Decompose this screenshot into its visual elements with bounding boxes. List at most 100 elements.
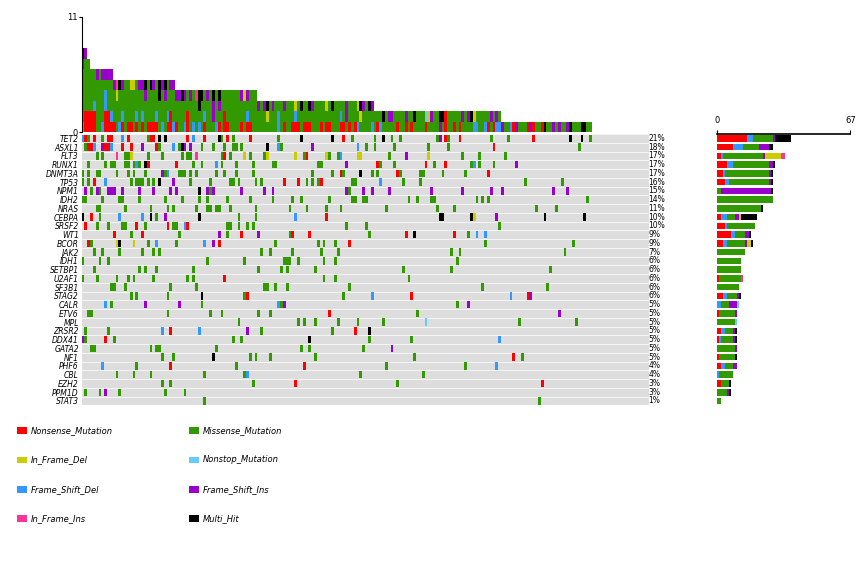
Text: Frame_Shift_Ins: Frame_Shift_Ins (203, 485, 270, 494)
Bar (252, 169, 254, 177)
Bar (286, 101, 289, 132)
Bar (221, 135, 223, 142)
Bar (195, 205, 198, 212)
Bar (223, 152, 226, 159)
Bar (476, 231, 478, 238)
Bar (280, 301, 283, 309)
Bar (337, 319, 339, 326)
Bar (735, 354, 737, 360)
Bar (189, 178, 192, 186)
Bar (241, 231, 243, 238)
Bar (717, 162, 728, 168)
Bar (350, 101, 354, 132)
Bar (84, 135, 88, 142)
Bar (283, 122, 286, 132)
Bar (541, 380, 544, 387)
Bar (235, 362, 237, 370)
Bar (504, 152, 507, 159)
Bar (722, 301, 729, 308)
Bar (161, 152, 164, 159)
Text: 1%: 1% (649, 396, 661, 405)
Bar (541, 122, 544, 132)
Text: 5%: 5% (649, 344, 661, 353)
Bar (493, 144, 496, 151)
Bar (728, 293, 737, 299)
Bar (237, 213, 241, 221)
Text: 17%: 17% (649, 169, 665, 178)
Bar (147, 152, 149, 159)
Bar (717, 144, 734, 150)
Bar (110, 187, 113, 195)
Bar (735, 231, 745, 238)
Bar (717, 231, 731, 238)
Bar (337, 248, 339, 256)
Bar (209, 310, 212, 317)
Bar (283, 301, 286, 309)
Bar (99, 213, 101, 221)
Bar (294, 101, 297, 111)
Bar (317, 161, 320, 168)
Bar (557, 122, 561, 132)
Bar (453, 231, 456, 238)
Bar (266, 152, 269, 159)
Bar (557, 310, 561, 317)
Bar (402, 266, 405, 274)
Bar (243, 257, 246, 265)
Bar (387, 111, 391, 122)
Text: Nonsense_Mutation: Nonsense_Mutation (31, 426, 113, 435)
Bar (113, 122, 116, 132)
Bar (570, 135, 572, 142)
Text: 5%: 5% (649, 309, 661, 318)
Bar (101, 196, 104, 203)
Bar (249, 90, 252, 122)
Bar (308, 111, 311, 122)
Bar (136, 111, 138, 122)
Bar (529, 292, 533, 300)
Bar (294, 152, 297, 159)
Bar (258, 266, 260, 274)
Bar (269, 310, 271, 317)
Bar (717, 397, 722, 404)
Bar (374, 135, 376, 142)
Bar (306, 152, 308, 159)
Bar (110, 283, 113, 291)
Bar (107, 80, 110, 111)
Bar (101, 69, 104, 80)
Bar (107, 327, 110, 334)
Bar (204, 397, 206, 405)
Bar (328, 101, 331, 122)
Bar (291, 231, 294, 238)
Bar (130, 144, 132, 151)
Bar (723, 240, 728, 247)
Bar (735, 214, 739, 221)
Bar (90, 310, 93, 317)
Bar (444, 161, 448, 168)
Bar (729, 301, 737, 308)
Bar (728, 240, 745, 247)
Bar (274, 161, 277, 168)
Bar (237, 178, 241, 186)
Bar (735, 319, 737, 325)
Bar (308, 122, 311, 132)
Bar (167, 122, 169, 132)
Bar (161, 169, 164, 177)
Bar (586, 196, 589, 203)
Bar (243, 371, 246, 378)
Bar (472, 111, 476, 122)
Bar (339, 205, 343, 212)
Bar (167, 205, 169, 212)
Bar (408, 275, 411, 282)
Bar (82, 257, 84, 265)
Bar (147, 122, 149, 132)
Bar (393, 161, 396, 168)
Bar (761, 205, 763, 212)
Bar (472, 213, 476, 221)
Bar (209, 178, 212, 186)
Bar (226, 222, 229, 230)
Bar (121, 111, 124, 122)
Bar (283, 178, 286, 186)
Bar (734, 337, 735, 343)
Bar (387, 187, 391, 195)
Bar (470, 111, 472, 122)
Bar (356, 111, 359, 122)
